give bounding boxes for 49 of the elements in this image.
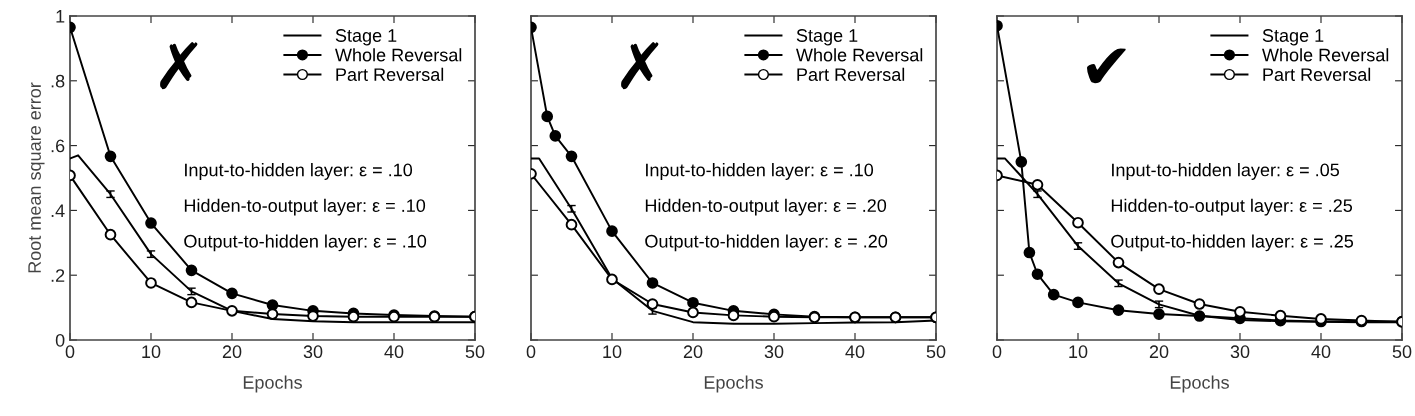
x-tick-label: 30 [764, 345, 784, 359]
x-tick-label: 10 [1069, 345, 1088, 359]
x-axis-title: Epochs [243, 375, 302, 393]
annotation: Output-to-hidden layer: ε = .10 [184, 234, 427, 252]
y-tick-label: 1 [56, 10, 65, 23]
y-axis-title: Root mean square error [28, 82, 45, 273]
x-tick-label: 0 [526, 345, 536, 359]
x-tick-label: 40 [1311, 345, 1331, 359]
legend-label: Stage 1 [1262, 29, 1324, 46]
y-tick-label: .6 [51, 139, 65, 153]
legend-label: Whole Reversal [1262, 48, 1389, 62]
x-tick-label: 40 [845, 345, 865, 359]
x-tick-label: 20 [1149, 345, 1169, 359]
x-tick-label: 10 [603, 345, 622, 359]
x-tick-label: 30 [1230, 345, 1250, 359]
annotation: ✗ [160, 41, 198, 90]
x-tick-label: 0 [992, 345, 1002, 359]
legend-label: Part Reversal [797, 67, 905, 81]
annotation: Input-to-hidden layer: ε = .10 [646, 163, 874, 180]
x-tick-label: 50 [465, 345, 485, 359]
x-tick-label: 50 [926, 345, 946, 359]
legend-label: Stage 1 [796, 29, 858, 46]
x-tick-label: 30 [303, 345, 323, 359]
x-tick-label: 20 [683, 345, 703, 359]
x-axis-title: Epochs [1170, 375, 1229, 393]
annotation: Hidden-to-output layer: ε = .10 [184, 198, 426, 216]
y-tick-label: 0 [55, 333, 65, 347]
y-tick-label: .8 [51, 74, 65, 88]
legend-label: Whole Reversal [796, 48, 923, 62]
annotation: Input-to-hidden layer: ε = .10 [185, 163, 413, 180]
annotation: Output-to-hidden layer: ε = .25 [1111, 234, 1354, 252]
legend-label: Part Reversal [1263, 67, 1371, 81]
annotation: Output-to-hidden layer: ε = .20 [645, 234, 888, 252]
annotation: ✗ [621, 41, 659, 90]
x-tick-label: 10 [142, 345, 161, 359]
x-tick-label: 40 [384, 345, 404, 359]
x-tick-label: 20 [222, 345, 242, 359]
legend-label: Whole Reversal [335, 48, 462, 62]
legend-label: Stage 1 [335, 29, 397, 46]
annotation: Hidden-to-output layer: ε = .25 [1111, 198, 1353, 216]
y-tick-label: .2 [51, 269, 65, 282]
x-tick-label: 50 [1392, 345, 1412, 359]
annotation: Hidden-to-output layer: ε = .20 [645, 198, 887, 216]
x-tick-label: 0 [65, 345, 75, 359]
legend-label: Part Reversal [336, 67, 444, 81]
y-tick-label: .4 [51, 204, 65, 217]
x-axis-title: Epochs [704, 375, 763, 393]
annotation: ✔ [1086, 48, 1126, 84]
annotation: Input-to-hidden layer: ε = .05 [1112, 163, 1340, 180]
